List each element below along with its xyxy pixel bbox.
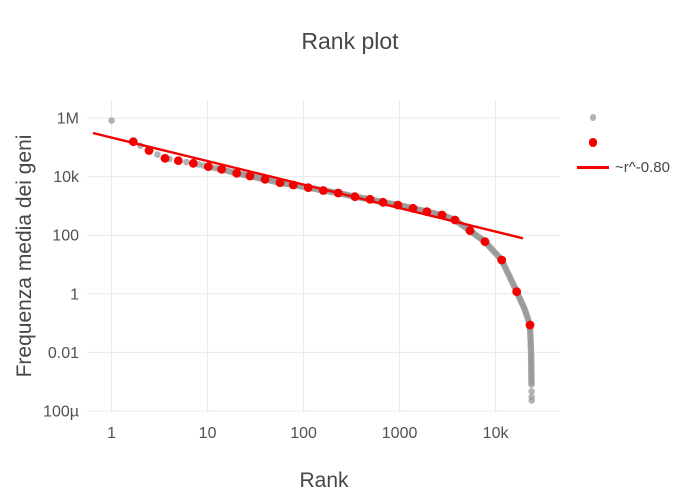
legend: ~r^-0.80: [575, 105, 670, 180]
gray-point: [528, 388, 535, 395]
legend-line-icon: [575, 166, 611, 169]
y-tick-label: 10k: [53, 169, 80, 186]
y-tick-label: 1: [70, 286, 79, 303]
x-tick-label: 100: [290, 425, 317, 442]
red-point: [480, 237, 490, 247]
x-tick-label: 10: [199, 425, 217, 442]
gridlines: [87, 100, 560, 413]
red-point: [512, 287, 522, 297]
gray-point: [154, 151, 161, 158]
red-point: [260, 174, 270, 184]
gray-point: [528, 381, 535, 388]
y-tick-label: 0.01: [48, 345, 79, 362]
legend-dot-icon: [575, 114, 611, 121]
red-point: [217, 164, 227, 174]
legend-label: ~r^-0.80: [615, 159, 670, 176]
legend-item-genes_all[interactable]: [575, 105, 670, 130]
red-point: [188, 158, 198, 168]
legend-swatch: [577, 166, 609, 169]
x-tick-label: 10k: [483, 425, 510, 442]
legend-item-genes_sampled[interactable]: [575, 130, 670, 155]
x-axis-title: Rank: [299, 469, 349, 492]
legend-dot-icon: [575, 138, 611, 147]
gray-point: [183, 158, 190, 166]
red-point: [160, 153, 170, 163]
legend-swatch: [589, 114, 597, 121]
y-axis-title: Frequenza media dei geni: [13, 134, 36, 378]
fit-line: [92, 131, 524, 240]
y-tick-label: 100µ: [43, 404, 79, 421]
legend-item-powerlaw_fit[interactable]: ~r^-0.80: [575, 155, 670, 180]
red-point: [173, 156, 183, 166]
gray-point: [108, 117, 115, 124]
red-point: [203, 162, 213, 172]
legend-swatch: [588, 138, 598, 147]
y-tick-label: 1M: [57, 110, 79, 127]
red-point: [245, 171, 255, 181]
x-tick-label: 1000: [382, 425, 418, 442]
y-tick-label: 100: [52, 228, 79, 245]
chart-title: Rank plot: [301, 28, 399, 54]
x-tick-label: 1: [107, 425, 116, 442]
gray-point: [528, 397, 535, 404]
red-point: [525, 320, 535, 330]
red-point: [465, 226, 475, 236]
series-all-genes: [108, 117, 535, 404]
red-point: [497, 255, 507, 265]
red-point: [232, 168, 242, 178]
tick-labels: 1 10 100 1000 10k 1M 10k 100 1 0.01 100µ: [43, 110, 509, 442]
